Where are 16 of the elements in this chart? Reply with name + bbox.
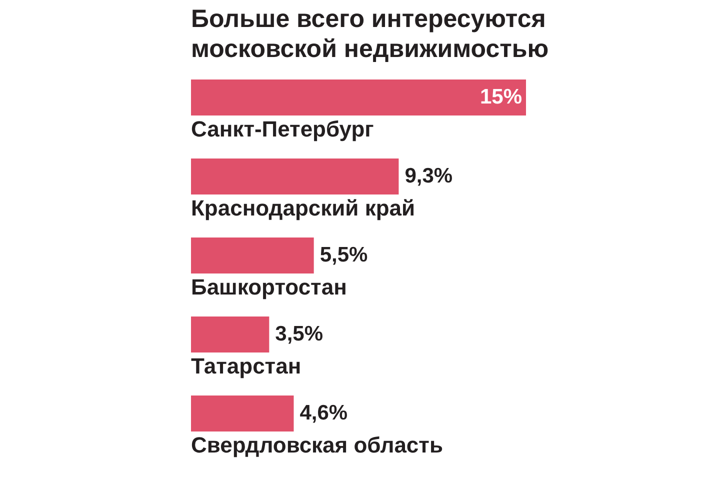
data-label: 5,5% [320,244,368,266]
bar [191,396,294,432]
y-tick-label: Свердловская область [191,432,443,458]
data-label: 3,5% [275,322,324,346]
bar [191,80,526,116]
chart-title: Больше всего интересуются московской недвижимостью [191,5,549,63]
data-label: 4,6% [300,402,348,424]
y-tick-label: Татарстан [191,354,302,378]
y-tick-label: Санкт-Петербург [191,116,374,142]
bar [191,316,270,352]
data-label: 9,3% [404,164,453,188]
bar [191,158,399,194]
data-label: 15% [480,86,522,108]
bar [191,238,314,274]
y-tick-label: Краснодарский край [191,196,416,220]
y-tick-label: Башкортостан [191,274,347,300]
